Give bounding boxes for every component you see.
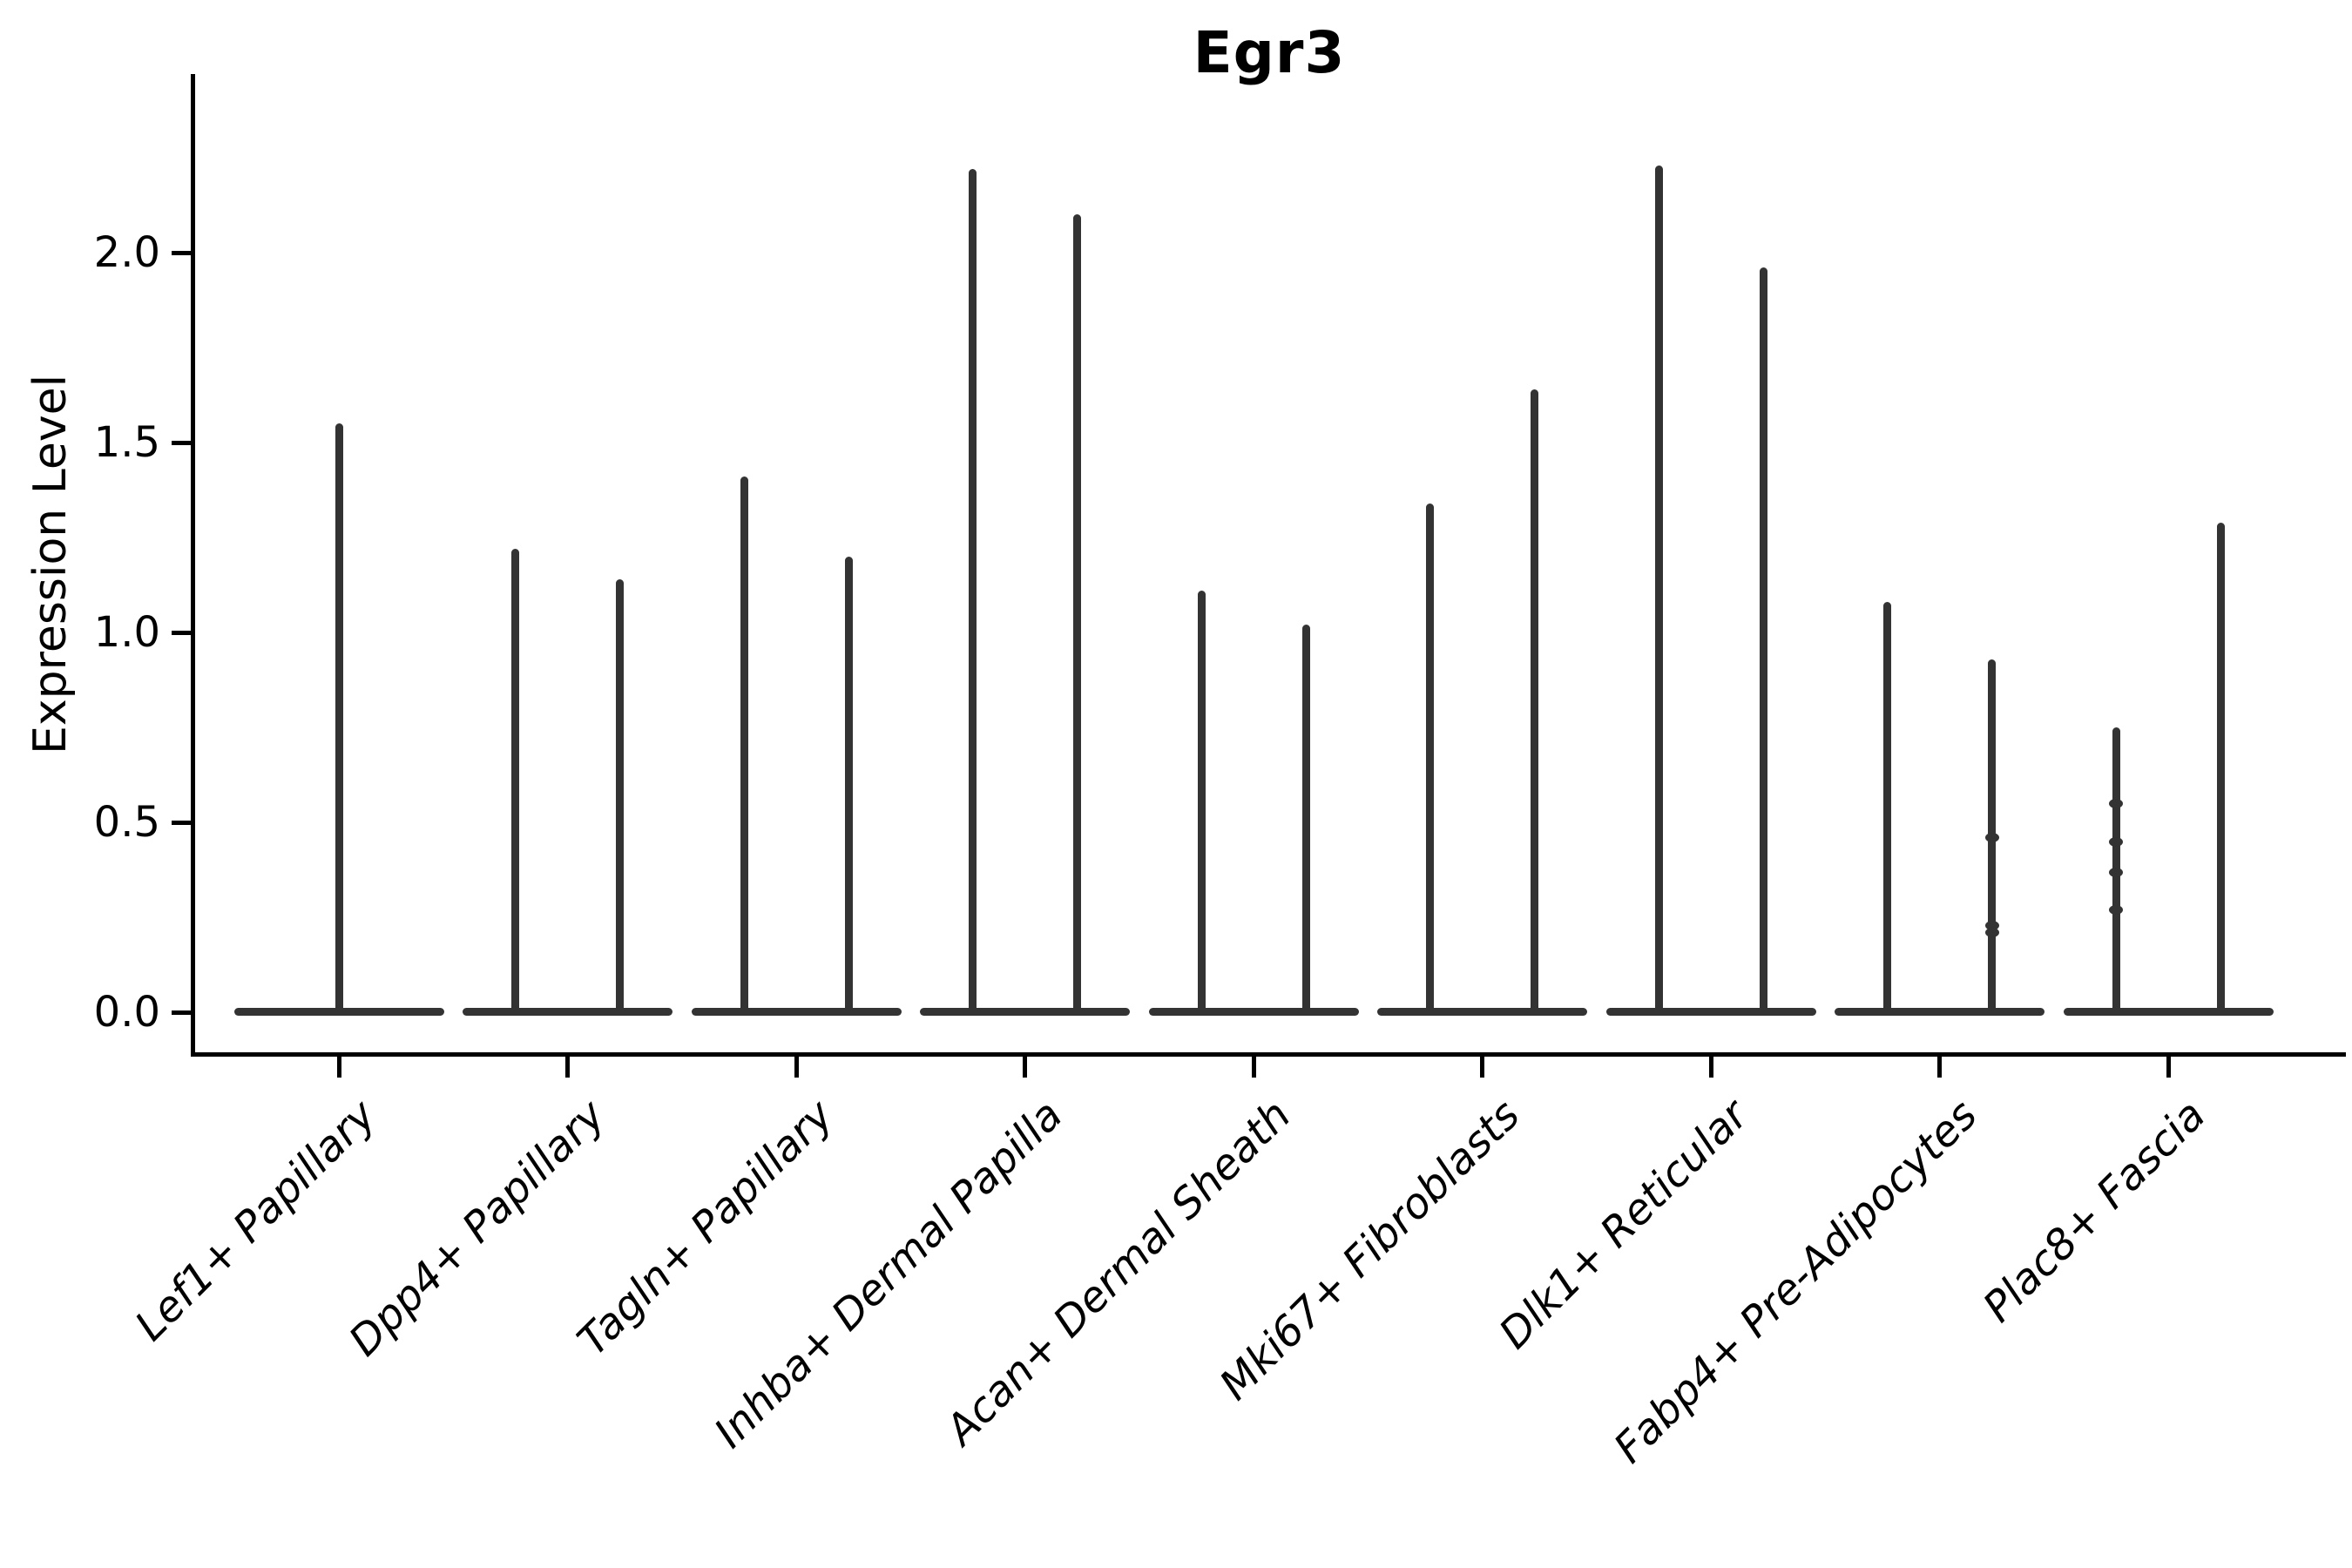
violin-needle: [969, 169, 977, 1012]
violin-needle: [1073, 214, 1081, 1012]
violin-needle: [1301, 625, 1310, 1012]
x-tick-label: Lef1+ Papillary: [125, 1091, 386, 1351]
violin-base: [1377, 1008, 1587, 1016]
x-tick-mark: [336, 1056, 341, 1078]
x-tick-mark: [565, 1056, 570, 1078]
cell-point: [2109, 799, 2123, 809]
y-tick-label: 0.0: [93, 988, 160, 1037]
x-tick-mark: [2166, 1056, 2171, 1078]
cell-point: [1984, 920, 1999, 930]
violin-needle: [511, 549, 519, 1012]
violin-base: [463, 1008, 672, 1016]
x-tick-mark: [1023, 1056, 1027, 1078]
violin-needle: [1531, 389, 1538, 1012]
x-tick-label: Tagln+ Papillary: [568, 1091, 843, 1366]
x-tick-mark: [1251, 1056, 1256, 1078]
x-tick-mark: [1937, 1056, 1942, 1078]
cell-point: [1984, 833, 1999, 843]
violin-needle: [2216, 522, 2225, 1012]
violin-needle: [1759, 267, 1767, 1012]
chart-title: Egr3: [1193, 19, 1346, 86]
violin-needle: [335, 423, 343, 1012]
y-tick-label: 2.0: [93, 228, 160, 277]
y-tick-label: 0.5: [93, 798, 160, 847]
x-tick-label: Fabp4+ Pre-Adipocytes: [1604, 1091, 1987, 1473]
cell-point: [2109, 867, 2123, 877]
cell-point: [2109, 905, 2123, 916]
y-tick-mark: [172, 250, 192, 255]
x-tick-label: Dpp4+ Papillary: [339, 1091, 615, 1366]
y-tick-mark: [172, 1010, 192, 1015]
violin-needle: [844, 556, 853, 1012]
y-axis-spine: [191, 74, 195, 1057]
y-tick-label: 1.5: [93, 418, 160, 467]
y-tick-mark: [172, 440, 192, 445]
x-tick-mark: [1480, 1056, 1484, 1078]
violin-needle: [1197, 591, 1206, 1012]
x-tick-label: Plac8+ Fascia: [1973, 1091, 2215, 1332]
violin-needle: [1426, 503, 1434, 1012]
cell-point: [1984, 928, 1999, 938]
x-tick-label: Dlk1+ Reticular: [1490, 1091, 1758, 1359]
y-tick-label: 1.0: [93, 608, 160, 657]
y-tick-mark: [172, 820, 192, 825]
violin-base: [1835, 1008, 2044, 1016]
violin-base: [691, 1008, 902, 1016]
violin-base: [1148, 1008, 1359, 1016]
violin-needle: [1883, 602, 1891, 1012]
cell-point: [2109, 836, 2123, 847]
violin-base: [2063, 1008, 2274, 1016]
x-axis-spine: [191, 1052, 2346, 1057]
violin-needle: [740, 476, 748, 1012]
violin-needle: [616, 578, 624, 1012]
violin-base: [1605, 1008, 1816, 1016]
x-tick-mark: [794, 1056, 799, 1078]
x-tick-mark: [1708, 1056, 1713, 1078]
violin-base: [920, 1008, 1130, 1016]
y-tick-mark: [172, 630, 192, 635]
violin-needle: [1654, 165, 1663, 1012]
